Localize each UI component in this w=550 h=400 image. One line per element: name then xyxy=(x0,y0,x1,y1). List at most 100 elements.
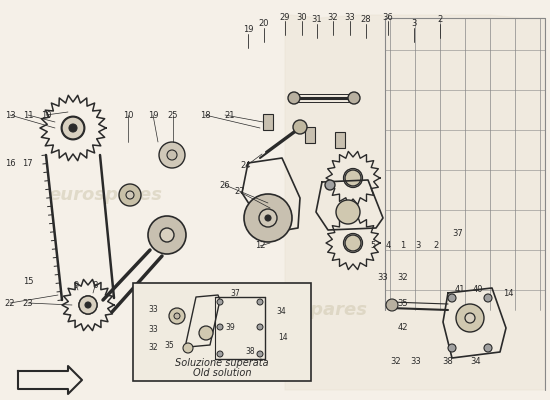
Circle shape xyxy=(167,150,177,160)
Text: 37: 37 xyxy=(230,288,240,298)
Text: 21: 21 xyxy=(225,110,235,120)
Circle shape xyxy=(257,324,263,330)
Circle shape xyxy=(169,308,185,324)
Text: 37: 37 xyxy=(453,228,463,238)
Circle shape xyxy=(79,296,97,314)
Text: 33: 33 xyxy=(148,324,158,334)
Text: 42: 42 xyxy=(398,324,408,332)
Circle shape xyxy=(160,228,174,242)
Text: 24: 24 xyxy=(241,162,251,170)
Text: 33: 33 xyxy=(411,358,421,366)
Text: 35: 35 xyxy=(398,298,408,308)
Text: 18: 18 xyxy=(200,110,210,120)
Text: 32: 32 xyxy=(148,344,158,352)
Circle shape xyxy=(257,299,263,305)
Text: 19: 19 xyxy=(243,26,253,34)
Circle shape xyxy=(336,200,360,224)
Text: 32: 32 xyxy=(398,274,408,282)
Text: 5: 5 xyxy=(370,242,376,250)
Text: eurospares: eurospares xyxy=(253,301,367,319)
Circle shape xyxy=(348,92,360,104)
Circle shape xyxy=(174,313,180,319)
Text: 26: 26 xyxy=(219,180,230,190)
Text: 32: 32 xyxy=(390,358,402,366)
Text: 34: 34 xyxy=(276,306,286,316)
Text: 3: 3 xyxy=(411,20,417,28)
Circle shape xyxy=(448,344,456,352)
Circle shape xyxy=(217,299,223,305)
Text: 1: 1 xyxy=(400,242,406,250)
Text: 14: 14 xyxy=(278,332,288,342)
Circle shape xyxy=(265,215,271,221)
Text: 10: 10 xyxy=(123,110,133,120)
Circle shape xyxy=(386,299,398,311)
Text: 34: 34 xyxy=(471,358,481,366)
Text: 39: 39 xyxy=(225,322,235,332)
Text: 33: 33 xyxy=(345,12,355,22)
Text: 4: 4 xyxy=(386,242,390,250)
Circle shape xyxy=(85,302,91,308)
Text: 15: 15 xyxy=(23,278,33,286)
Text: 25: 25 xyxy=(168,110,178,120)
Text: 11: 11 xyxy=(23,110,33,120)
Text: 33: 33 xyxy=(378,274,388,282)
Circle shape xyxy=(484,344,492,352)
Circle shape xyxy=(199,326,213,340)
Bar xyxy=(335,132,345,148)
Polygon shape xyxy=(285,15,545,390)
Circle shape xyxy=(159,142,185,168)
Text: 38: 38 xyxy=(245,346,255,356)
Text: 23: 23 xyxy=(23,298,34,308)
Circle shape xyxy=(62,117,84,139)
Text: 29: 29 xyxy=(280,12,290,22)
Text: 12: 12 xyxy=(255,242,265,250)
Text: 36: 36 xyxy=(383,12,393,22)
Text: 32: 32 xyxy=(328,12,338,22)
Circle shape xyxy=(217,351,223,357)
Text: 27: 27 xyxy=(235,188,245,196)
Circle shape xyxy=(259,209,277,227)
Text: 28: 28 xyxy=(361,16,371,24)
Text: 20: 20 xyxy=(258,20,270,28)
Circle shape xyxy=(345,235,361,251)
Text: 17: 17 xyxy=(21,158,32,168)
Polygon shape xyxy=(18,366,82,394)
Text: 10: 10 xyxy=(41,110,51,120)
Text: 13: 13 xyxy=(5,110,15,120)
Circle shape xyxy=(217,324,223,330)
Text: 16: 16 xyxy=(5,158,15,168)
Text: 41: 41 xyxy=(455,286,465,294)
Text: 31: 31 xyxy=(312,16,322,24)
Circle shape xyxy=(345,170,361,186)
Text: 40: 40 xyxy=(473,286,483,294)
Text: eurospares: eurospares xyxy=(48,186,162,204)
Text: 2: 2 xyxy=(437,16,443,24)
Circle shape xyxy=(484,294,492,302)
Text: 9: 9 xyxy=(73,282,79,290)
Circle shape xyxy=(119,184,141,206)
Circle shape xyxy=(325,180,335,190)
Text: Old solution: Old solution xyxy=(192,368,251,378)
Circle shape xyxy=(293,120,307,134)
Text: 33: 33 xyxy=(148,304,158,314)
Circle shape xyxy=(69,124,77,132)
Circle shape xyxy=(126,191,134,199)
FancyBboxPatch shape xyxy=(133,283,311,381)
Text: 14: 14 xyxy=(503,288,513,298)
Text: 2: 2 xyxy=(433,242,439,250)
Bar xyxy=(263,114,273,130)
Circle shape xyxy=(244,194,292,242)
Circle shape xyxy=(148,216,186,254)
Text: 19: 19 xyxy=(148,110,158,120)
Text: 8: 8 xyxy=(92,282,98,290)
Text: 22: 22 xyxy=(5,298,15,308)
Circle shape xyxy=(448,294,456,302)
Text: 3: 3 xyxy=(415,242,421,250)
Circle shape xyxy=(288,92,300,104)
Text: Soluzione superata: Soluzione superata xyxy=(175,358,269,368)
Circle shape xyxy=(465,313,475,323)
Circle shape xyxy=(456,304,484,332)
Text: 35: 35 xyxy=(164,340,174,350)
Text: 38: 38 xyxy=(443,358,453,366)
Circle shape xyxy=(183,343,193,353)
